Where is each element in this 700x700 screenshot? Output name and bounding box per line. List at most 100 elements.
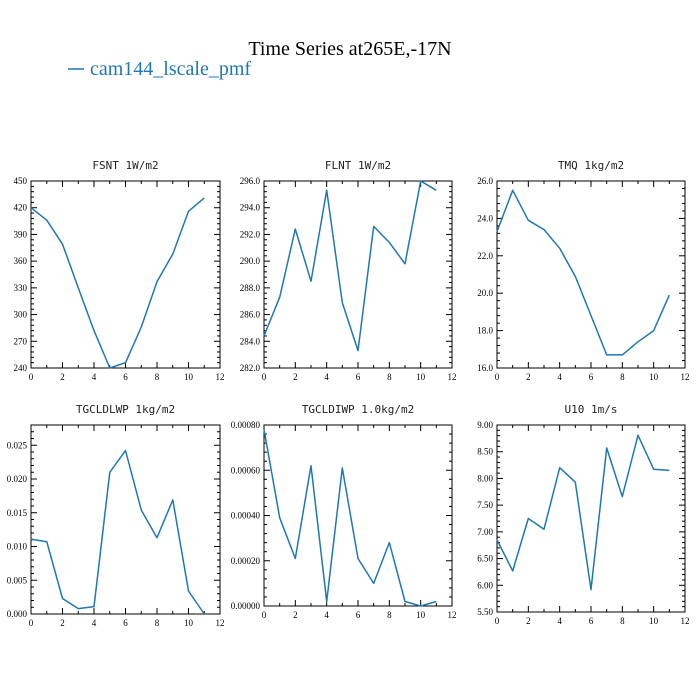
y-tick-label: 0.020: [7, 474, 28, 484]
x-tick-label: 12: [216, 372, 225, 382]
y-tick-label: 300: [14, 310, 28, 320]
x-tick-label: 0: [262, 372, 267, 382]
x-tick-label: 8: [155, 618, 160, 628]
x-tick-label: 2: [60, 372, 65, 382]
y-tick-label: 24.0: [477, 213, 493, 223]
y-tick-label: 8.00: [477, 473, 493, 483]
x-tick-label: 12: [681, 372, 690, 382]
y-tick-label: 282.0: [240, 363, 261, 373]
panel-0: FSNT 1W/m2 0 2 4 6 8 10 12 240 270 300 330 360 390 420…: [14, 159, 225, 382]
x-tick-label: 6: [356, 610, 361, 620]
series-line: [30, 197, 205, 369]
x-tick-label: 10: [649, 616, 659, 626]
y-tick-label: 0.00020: [231, 556, 261, 566]
y-tick-label: 5.50: [477, 607, 493, 617]
y-tick-label: 26.0: [477, 176, 493, 186]
y-tick-label: 20.0: [477, 288, 493, 298]
panel-title: FSNT 1W/m2: [92, 159, 158, 172]
x-tick-label: 10: [649, 372, 659, 382]
y-tick-label: 7.50: [477, 500, 493, 510]
y-tick-label: 0.00000: [231, 601, 261, 611]
x-tick-label: 10: [416, 610, 426, 620]
series-line: [30, 449, 205, 615]
x-tick-label: 0: [262, 610, 267, 620]
y-tick-label: 22.0: [477, 251, 493, 261]
y-tick-label: 292.0: [240, 229, 261, 239]
plot-frame: [496, 180, 686, 369]
x-tick-label: 12: [681, 616, 690, 626]
y-tick-label: 286.0: [240, 310, 261, 320]
y-tick-label: 330: [14, 283, 28, 293]
plot-frame: [263, 424, 453, 607]
y-tick-label: 450: [14, 176, 28, 186]
panel-2: TMQ 1kg/m2 0 2 4 6 8 10 12 16.0 18.0 20.0 22.0 24.0 2…: [477, 159, 689, 382]
x-tick-label: 0: [29, 372, 34, 382]
y-tick-label: 0.000: [7, 609, 28, 619]
panel-title: U10 1m/s: [565, 403, 618, 416]
x-tick-label: 4: [557, 616, 562, 626]
y-tick-label: 0.015: [7, 508, 28, 518]
x-tick-label: 2: [526, 616, 531, 626]
x-tick-label: 0: [29, 618, 34, 628]
x-tick-label: 8: [387, 372, 392, 382]
panel-3: TGCLDLWP 1kg/m2 0 2 4 6 8 10 12 0.000 0.005 0.010 0…: [7, 403, 225, 628]
y-tick-label: 0.00040: [231, 511, 261, 521]
y-tick-label: 0.00060: [231, 465, 261, 475]
y-tick-label: 6.50: [477, 554, 493, 564]
y-tick-label: 0.005: [7, 575, 28, 585]
y-tick-label: 240: [14, 363, 28, 373]
x-tick-label: 12: [448, 372, 457, 382]
x-tick-label: 2: [293, 610, 298, 620]
x-tick-label: 4: [557, 372, 562, 382]
y-tick-label: 294.0: [240, 203, 261, 213]
x-tick-label: 12: [216, 618, 225, 628]
x-tick-label: 4: [324, 372, 329, 382]
x-tick-label: 4: [92, 618, 97, 628]
x-tick-label: 4: [92, 372, 97, 382]
x-tick-label: 8: [155, 372, 160, 382]
y-tick-label: 390: [14, 229, 28, 239]
y-tick-label: 8.50: [477, 447, 493, 457]
x-tick-label: 10: [416, 372, 426, 382]
series-line: [263, 180, 437, 352]
x-tick-label: 10: [184, 372, 194, 382]
y-tick-label: 0.00080: [231, 420, 261, 430]
x-tick-label: 2: [60, 618, 65, 628]
y-tick-label: 6.00: [477, 580, 493, 590]
series-line: [496, 189, 670, 356]
x-tick-label: 0: [495, 372, 500, 382]
y-tick-label: 296.0: [240, 176, 261, 186]
x-tick-label: 2: [293, 372, 298, 382]
x-tick-label: 6: [589, 372, 594, 382]
legend-label: cam144_lscale_pmf: [90, 58, 251, 80]
panel-title: TMQ 1kg/m2: [558, 159, 624, 172]
panel-1: FLNT 1W/m2 0 2 4 6 8 10 12 282.0 284.0 286.0 288.0 2…: [240, 159, 457, 382]
panel-title: TGCLDIWP 1.0kg/m2: [302, 403, 415, 416]
panel-title: FLNT 1W/m2: [325, 159, 391, 172]
panels-group: FSNT 1W/m20 2 4 6 8 10 12240270300330360390420…: [7, 159, 690, 628]
y-tick-label: 284.0: [240, 336, 261, 346]
x-tick-label: 10: [184, 618, 194, 628]
x-tick-label: 8: [620, 372, 625, 382]
x-tick-label: 8: [620, 616, 625, 626]
x-tick-label: 6: [356, 372, 361, 382]
y-tick-label: 270: [14, 336, 28, 346]
x-tick-label: 0: [495, 616, 500, 626]
panel-4: TGCLDIWP 1.0kg/m2 0 2 4 6 8 10 12 0.00000 0.00020…: [231, 403, 457, 620]
y-tick-label: 0.025: [7, 440, 28, 450]
x-tick-label: 6: [589, 616, 594, 626]
y-tick-label: 288.0: [240, 283, 261, 293]
y-tick-label: 16.0: [477, 363, 493, 373]
x-tick-label: 4: [324, 610, 329, 620]
x-tick-label: 12: [448, 610, 457, 620]
plot-frame: [263, 180, 453, 369]
y-tick-label: 7.00: [477, 527, 493, 537]
y-tick-label: 9.00: [477, 420, 493, 430]
y-tick-label: 18.0: [477, 326, 493, 336]
x-tick-label: 2: [526, 372, 531, 382]
series-line: [496, 434, 670, 591]
y-tick-label: 420: [14, 203, 28, 213]
y-tick-label: 360: [14, 256, 28, 266]
figure-title: Time Series at265E,-17N: [248, 38, 451, 60]
